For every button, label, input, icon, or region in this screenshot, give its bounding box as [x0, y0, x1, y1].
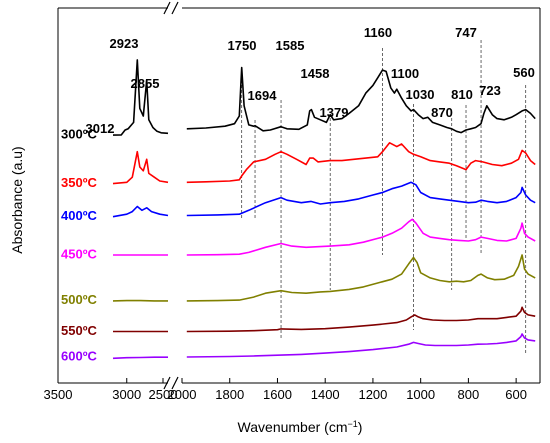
peak-label-1750: 1750 — [228, 38, 257, 53]
series-label-6: 600ºC — [61, 348, 97, 363]
axis-break-mark — [171, 376, 179, 390]
reference-lines — [241, 40, 527, 355]
series-label-5: 550ºC — [61, 323, 97, 338]
series-label-1: 350ºC — [61, 175, 97, 190]
series-label-2: 400ºC — [61, 208, 97, 223]
peak-label-560: 560 — [513, 65, 535, 80]
x-axis-label-main: Wavenumber (cm — [238, 419, 348, 435]
plot-frame — [57, 1, 541, 390]
peak-label-2923: 2923 — [110, 36, 139, 51]
peak-labels: 3012 2923 2855 1750 1694 1585 1458 1379 1160 1100… — [86, 25, 535, 136]
series-line-5-right — [186, 306, 536, 333]
series-line-3-right — [186, 218, 536, 256]
x-tick-label-1600: 1600 — [263, 387, 292, 402]
series-line-2-right — [186, 181, 536, 217]
peak-label-747: 747 — [455, 25, 477, 40]
x-tick-label-1000: 1000 — [406, 387, 435, 402]
peak-label-1160: 1160 — [364, 25, 392, 40]
peak-label-1379: 1379 — [320, 105, 349, 120]
x-tick-label-800: 800 — [458, 387, 480, 402]
series-legend-labels: 300ºC 350ºC 400ºC 450ºC 500ºC 550ºC 600ºC — [61, 126, 97, 363]
x-tick-label-3500: 3500 — [44, 387, 73, 402]
x-tick-label-1200: 1200 — [358, 387, 387, 402]
series-line-6-right — [186, 333, 536, 358]
axis-break-mark — [171, 1, 179, 15]
series-line-0-right — [186, 66, 536, 134]
series-label-4: 500ºC — [61, 292, 97, 307]
peak-label-2855: 2855 — [131, 76, 160, 91]
series-line-4-right — [186, 254, 536, 302]
y-axis-label: Absorbance (a.u) — [9, 146, 25, 253]
series-line-1-right — [186, 142, 536, 184]
axis-break-mark — [163, 376, 171, 390]
x-axis-label-sup: −1 — [348, 419, 358, 429]
x-axis-label: Wavenumber (cm−1) — [238, 419, 363, 435]
peak-label-1100: 1100 — [391, 66, 419, 81]
peak-label-1030: 1030 — [406, 87, 435, 102]
axis-break-mark — [163, 1, 171, 15]
x-tick-label-1400: 1400 — [311, 387, 340, 402]
x-axis-label-end: ) — [358, 419, 363, 435]
series-line-1-left — [112, 150, 169, 185]
series-line-6-left — [112, 356, 168, 360]
x-tick-label-1800: 1800 — [215, 387, 244, 402]
peak-label-3012: 3012 — [86, 121, 115, 136]
peak-label-1694: 1694 — [248, 88, 278, 103]
series-line-2-left — [112, 205, 169, 218]
series-layer — [112, 59, 536, 360]
x-tick-label-600: 600 — [505, 387, 527, 402]
peak-label-870: 870 — [431, 105, 453, 120]
series-label-3: 450ºC — [61, 246, 97, 261]
series-label-0: 300ºC — [61, 126, 97, 141]
peak-label-810: 810 — [451, 87, 473, 102]
peak-label-723: 723 — [479, 83, 501, 98]
series-line-0-left — [112, 59, 169, 136]
peak-label-1458: 1458 — [301, 66, 330, 81]
x-tick-label-2000: 2000 — [168, 387, 197, 402]
x-tick-label-3000: 3000 — [112, 387, 141, 402]
x-tick-label-2500: 2500 — [149, 387, 178, 402]
peak-label-1585: 1585 — [276, 38, 305, 53]
